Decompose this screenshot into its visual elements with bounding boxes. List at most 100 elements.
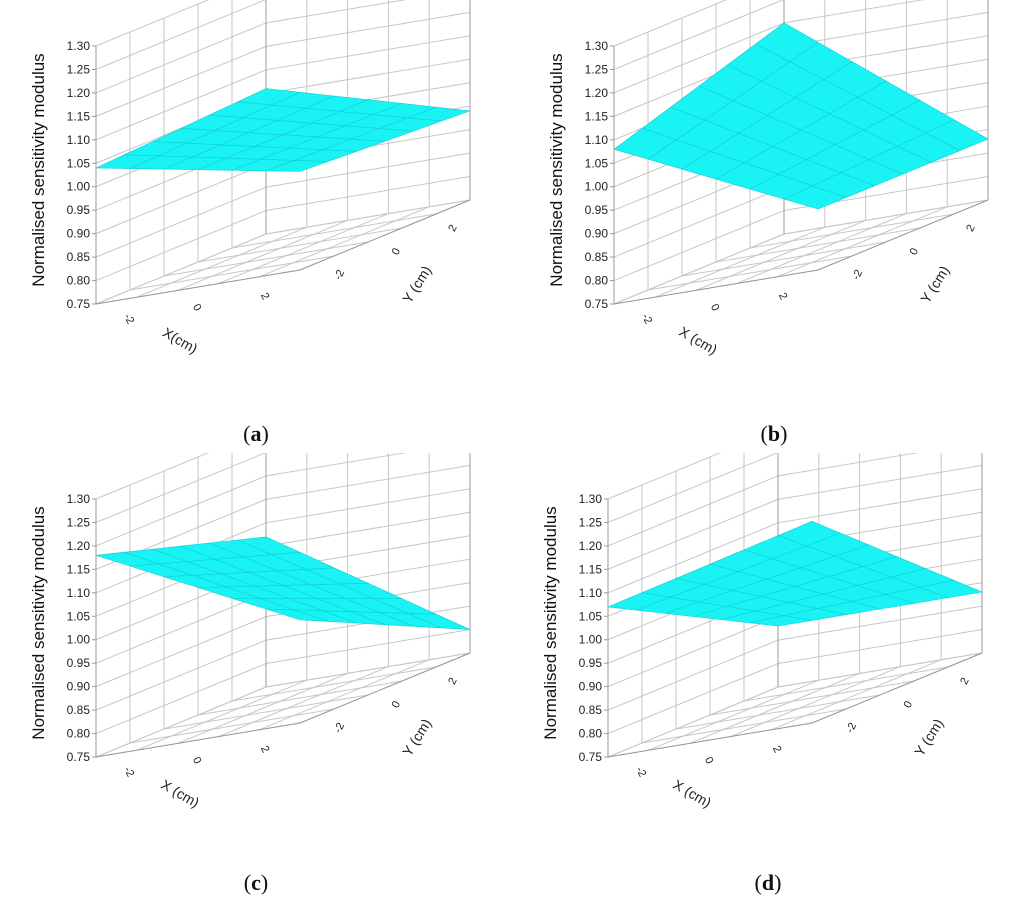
- panel-label: b: [767, 421, 781, 446]
- floor-gridline: [689, 672, 860, 744]
- z-tick-label: 0.80: [67, 727, 91, 741]
- z-tick-label: 1.30: [579, 492, 603, 506]
- y-axis-title: Y (cm): [399, 263, 434, 306]
- z-axis-title: Normalised sensitivity modulus: [29, 506, 48, 739]
- wall-gridline: [613, 22, 785, 94]
- floor-gridline: [730, 666, 901, 738]
- wall-gridline: [613, 210, 785, 282]
- z-tick-label: 1.20: [585, 86, 609, 100]
- y-tick-label: 0: [908, 246, 921, 257]
- floor-gridline: [197, 680, 403, 716]
- z-tick-label: 1.10: [585, 133, 609, 147]
- surface-plot: 0.75 0.80 0.85 0.90 0.95 1.00 1.05 1.10 1.15 1.20…: [541, 453, 984, 811]
- wall-gridline: [613, 0, 784, 70]
- x-tick-label: 0: [190, 755, 203, 766]
- y-tick-label: -2: [332, 268, 347, 282]
- chart-panel-c: 0.75 0.80 0.85 0.90 0.95 1.00 1.05 1.10 1.15 1.20…: [0, 453, 512, 906]
- wall-gridline: [95, 0, 266, 70]
- floor-gridline: [654, 226, 825, 298]
- wall-gridline: [95, 210, 267, 282]
- z-tick-label: 0.85: [67, 250, 91, 264]
- plot-area: 0.75 0.80 0.85 0.90 0.95 1.00 1.05 1.10 1.15 1.20…: [541, 453, 984, 811]
- z-tick-label: 0.90: [579, 680, 603, 694]
- floor-gridline: [231, 213, 437, 249]
- wall-gridline: [607, 616, 779, 688]
- y-axis-title: Y (cm): [917, 263, 952, 306]
- z-tick-label: 1.20: [579, 539, 603, 553]
- floor-gridline: [259, 206, 430, 278]
- z-tick-label: 0.90: [67, 680, 91, 694]
- wall-gridline: [613, 186, 785, 258]
- z-tick-label: 1.05: [579, 609, 603, 623]
- axis-frame-edge: [95, 269, 301, 305]
- surface-plot: 0.75 0.80 0.85 0.90 0.95 1.00 1.05 1.10 1.15 1.20…: [29, 453, 471, 811]
- wall-gridline: [265, 464, 471, 500]
- floor-gridline: [641, 708, 847, 744]
- wall-gridline: [607, 453, 778, 523]
- wall-gridline: [95, 45, 267, 117]
- floor-gridline: [736, 213, 907, 285]
- x-axis-title: X (cm): [158, 776, 202, 810]
- z-tick-label: 1.15: [579, 562, 603, 576]
- panel-label: a: [250, 421, 262, 446]
- floor-gridline: [771, 659, 942, 731]
- wall-gridline: [95, 639, 267, 711]
- z-tick-label: 1.20: [67, 539, 91, 553]
- z-axis-title: Normalised sensitivity modulus: [547, 53, 566, 286]
- z-tick-label: 1.25: [67, 515, 91, 529]
- z-tick-label: 1.00: [579, 633, 603, 647]
- wall-gridline: [607, 475, 779, 547]
- x-tick-label: 2: [258, 291, 271, 302]
- z-tick-label: 0.75: [585, 297, 609, 311]
- axis-frame-edge: [299, 199, 471, 271]
- z-tick-label: 1.15: [67, 562, 91, 576]
- wall-gridline: [607, 686, 779, 758]
- z-tick-label: 1.25: [585, 62, 609, 76]
- wall-gridline: [95, 616, 267, 688]
- surface-patch: [755, 22, 819, 63]
- floor-gridline: [218, 666, 389, 738]
- z-tick-label: 0.75: [67, 750, 91, 764]
- x-axis-title: X (cm): [676, 323, 720, 357]
- chart-panel-d: 0.75 0.80 0.85 0.90 0.95 1.00 1.05 1.10 1.15 1.20…: [512, 453, 1024, 906]
- z-axis-title: Normalised sensitivity modulus: [541, 506, 560, 739]
- wall-gridline: [95, 592, 267, 664]
- floor-gridline: [163, 694, 369, 730]
- floor-gridline: [695, 219, 866, 291]
- surface-patch: [236, 536, 302, 555]
- wall-gridline: [265, 35, 471, 71]
- wall-gridline: [777, 652, 983, 688]
- x-tick-label: 0: [190, 302, 203, 313]
- floor-gridline: [648, 679, 819, 751]
- z-tick-label: 1.00: [67, 180, 91, 194]
- axis-frame-edge: [817, 199, 989, 271]
- floor-gridline: [681, 241, 887, 277]
- floor-gridline: [743, 666, 949, 702]
- y-axis-title: Y (cm): [911, 716, 946, 759]
- floor-gridline: [177, 219, 348, 291]
- wall-gridline: [95, 69, 267, 141]
- floor-gridline: [231, 666, 437, 702]
- wall-gridline: [607, 663, 779, 735]
- floor-gridline: [129, 255, 335, 291]
- floor-gridline: [163, 241, 369, 277]
- wall-gridline: [95, 163, 267, 235]
- z-tick-label: 1.05: [67, 609, 91, 623]
- z-axis-title: Normalised sensitivity modulus: [29, 53, 48, 286]
- wall-gridline: [95, 233, 267, 305]
- y-tick-label: 0: [902, 699, 915, 710]
- wall-gridline: [777, 464, 983, 500]
- wall-gridline: [95, 453, 210, 500]
- wall-gridline: [783, 0, 925, 24]
- wall-gridline: [265, 511, 471, 547]
- chart-panel-b: 0.75 0.80 0.85 0.90 0.95 1.00 1.05 1.10 1.15 1.20…: [518, 0, 1024, 453]
- x-tick-label: -2: [121, 312, 136, 326]
- floor-gridline: [777, 206, 948, 278]
- y-axis-title: Y (cm): [399, 716, 434, 759]
- x-tick-label: -2: [121, 765, 136, 779]
- z-tick-label: 1.30: [585, 39, 609, 53]
- y-tick-label: 2: [446, 676, 459, 687]
- z-tick-label: 0.75: [579, 750, 603, 764]
- wall-gridline: [607, 522, 779, 594]
- x-tick-label: 2: [776, 291, 789, 302]
